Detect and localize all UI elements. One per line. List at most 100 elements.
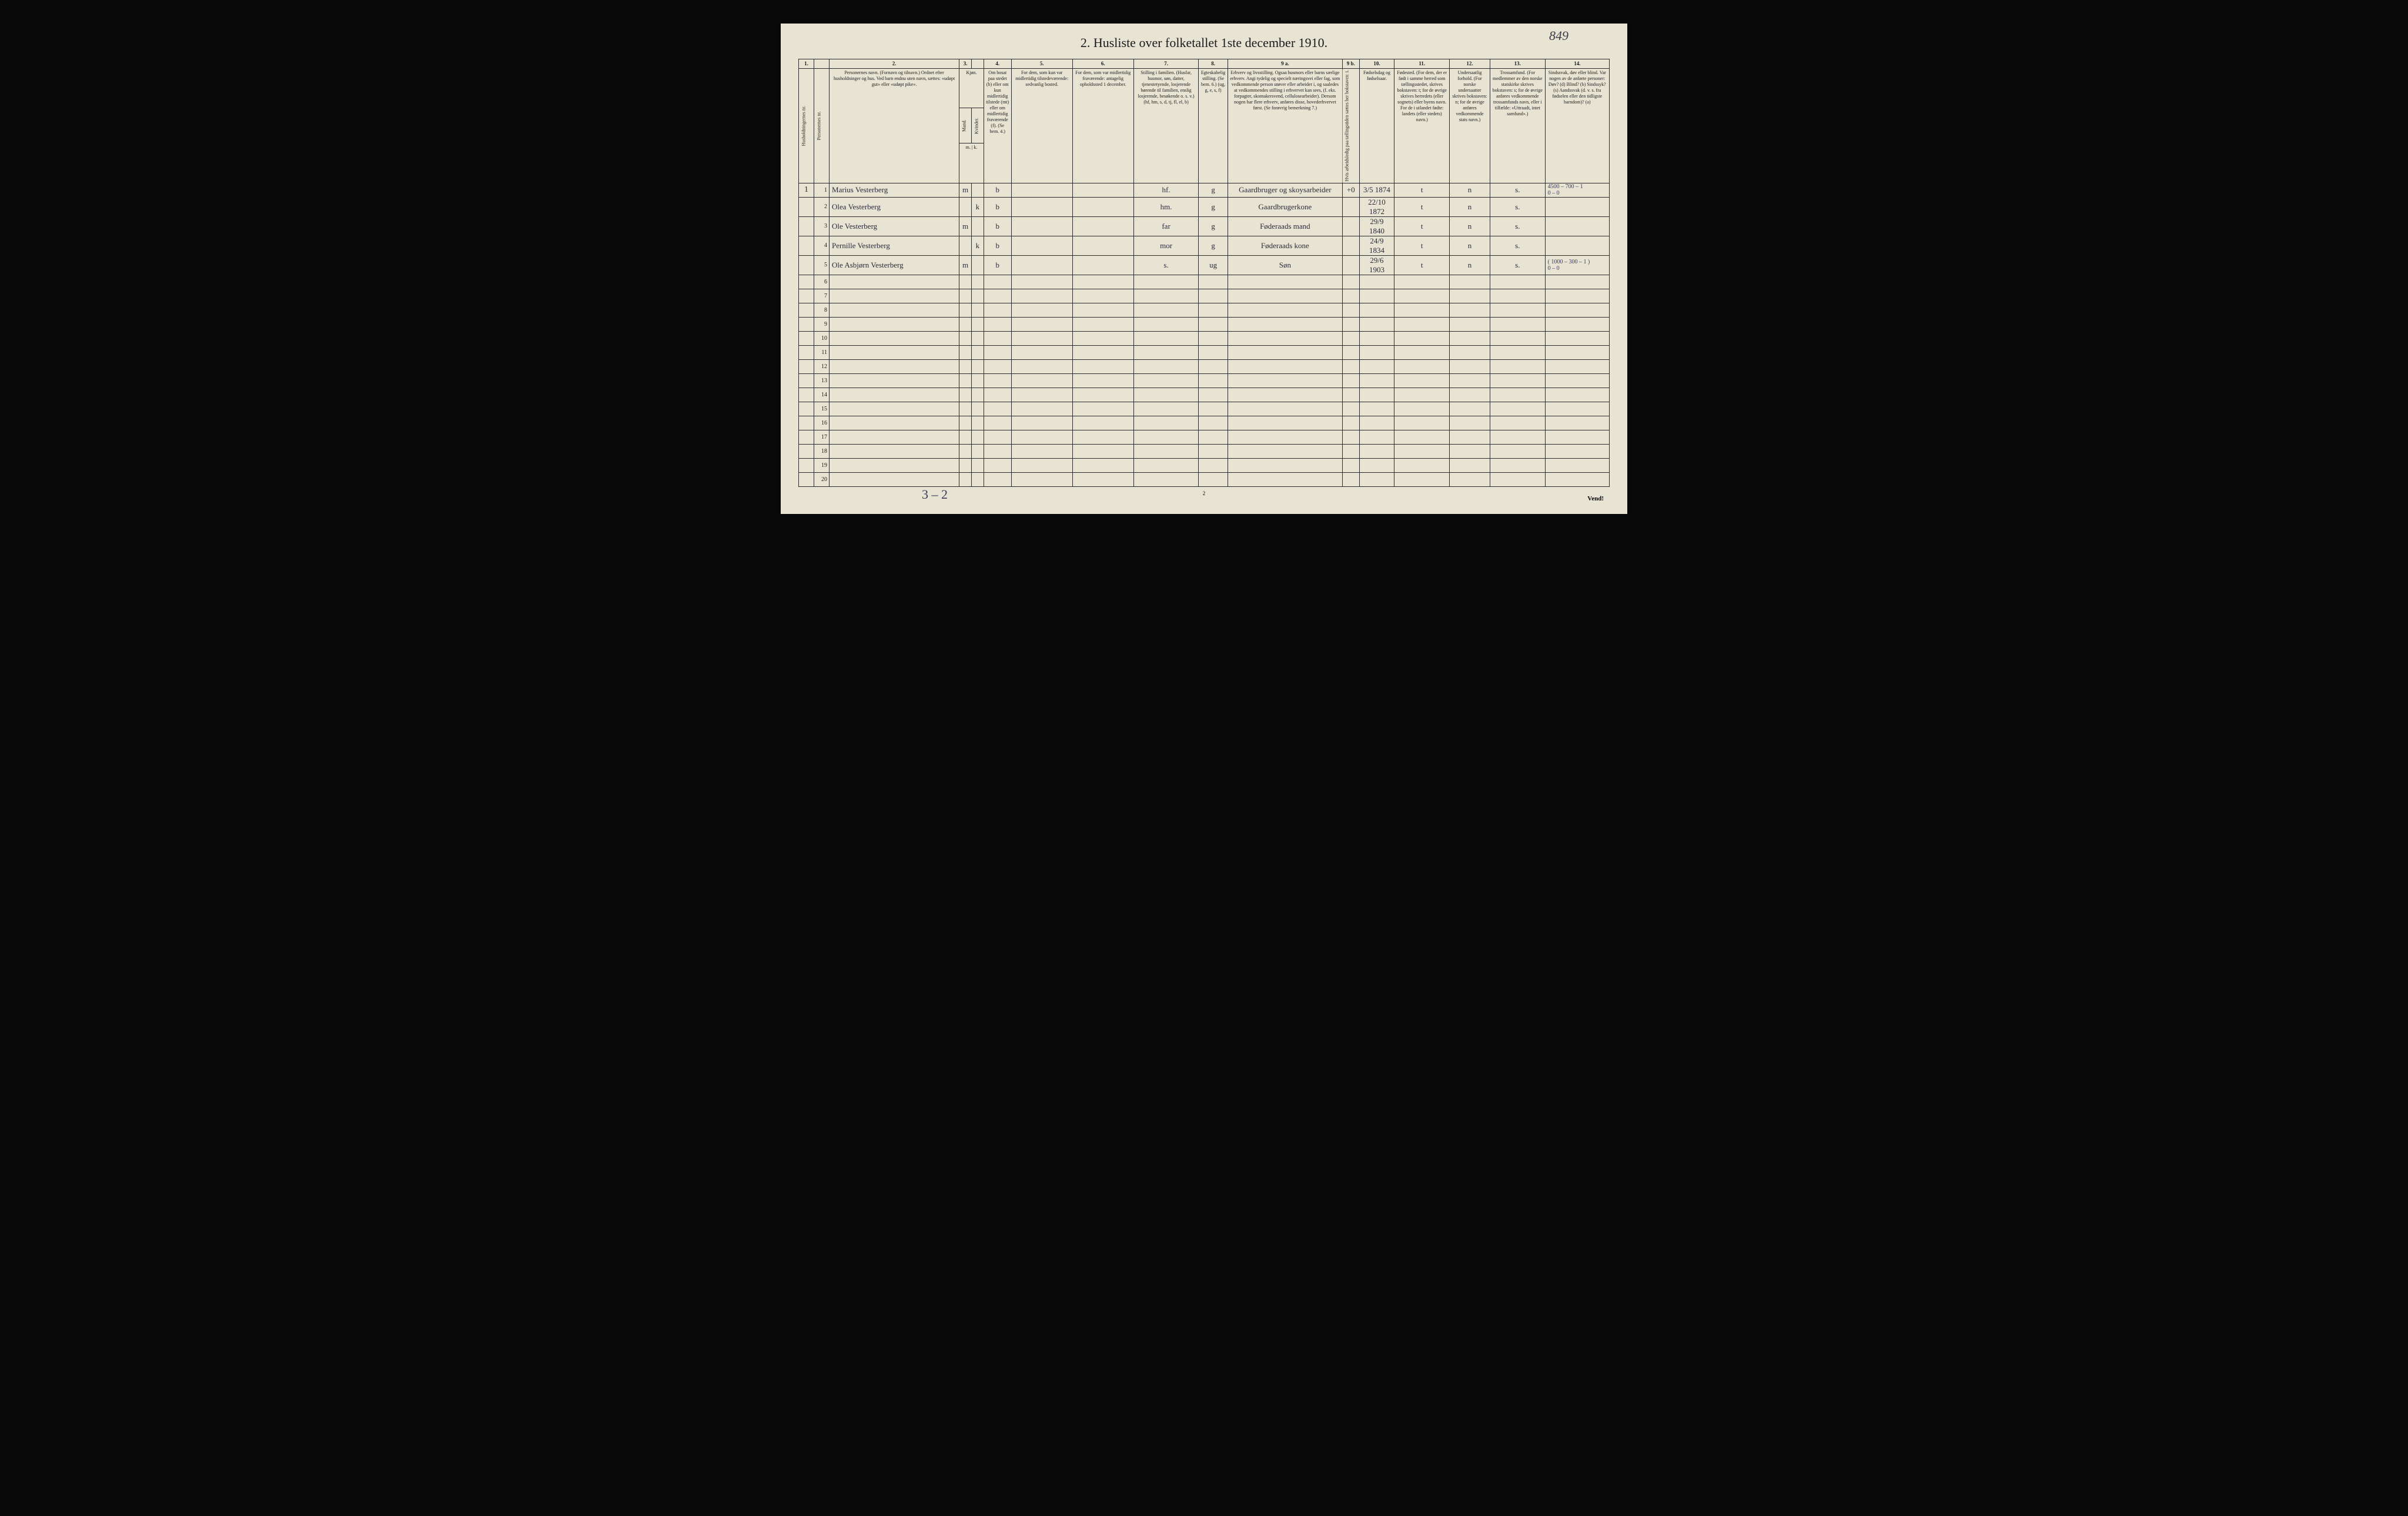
cell	[1199, 289, 1228, 303]
cell	[959, 345, 972, 359]
cell: t	[1394, 197, 1450, 216]
column-number: 10.	[1359, 59, 1394, 69]
page-title: 2. Husliste over folketallet 1ste decemb…	[798, 35, 1610, 51]
cell	[1011, 388, 1072, 402]
cell	[984, 458, 1011, 472]
cell: 22/10 1872	[1359, 197, 1394, 216]
cell	[1072, 317, 1133, 331]
col-marital: Egteskabelig stilling. (Se bem. 6.) (ug,…	[1199, 69, 1228, 183]
cell	[1450, 430, 1490, 444]
table-row: 18	[799, 444, 1610, 458]
col-unemployed: Hvis arbeidsledig paa tællingstiden sætt…	[1342, 69, 1359, 183]
cell	[959, 331, 972, 345]
cell	[1133, 345, 1199, 359]
table-row: 12	[799, 359, 1610, 373]
cell: m	[959, 216, 972, 236]
cell	[984, 430, 1011, 444]
cell	[1133, 458, 1199, 472]
cell: 14	[814, 388, 830, 402]
col-occupation: Erhverv og livsstilling. Ogsaa husmors e…	[1228, 69, 1342, 183]
cell	[1545, 275, 1609, 289]
cell: ug	[1199, 255, 1228, 275]
cell	[830, 430, 959, 444]
cell: hf.	[1133, 183, 1199, 197]
cell: Pernille Vesterberg	[830, 236, 959, 255]
col-disability: Sindssvak, døv eller blind. Var nogen av…	[1545, 69, 1609, 183]
cell	[1228, 458, 1342, 472]
cell	[972, 289, 984, 303]
col-temp-present: For dem, som kun var midlertidig tilsted…	[1011, 69, 1072, 183]
cell	[1011, 430, 1072, 444]
cell: s.	[1490, 197, 1545, 216]
cell	[1450, 444, 1490, 458]
cell	[959, 197, 972, 216]
cell: n	[1450, 183, 1490, 197]
cell	[830, 444, 959, 458]
cell	[1342, 373, 1359, 388]
table-row: 11Marius Vesterbergmbhf.gGaardbruger og …	[799, 183, 1610, 197]
table-row: 7	[799, 289, 1610, 303]
cell	[1228, 303, 1342, 317]
cell	[1011, 275, 1072, 289]
cell: ( 1000 – 300 – 1 )0 – 0	[1545, 255, 1609, 275]
cell	[1342, 331, 1359, 345]
cell	[1011, 472, 1072, 486]
cell: s.	[1490, 216, 1545, 236]
cell	[1072, 444, 1133, 458]
cell	[1199, 373, 1228, 388]
cell: 19	[814, 458, 830, 472]
cell: 18	[814, 444, 830, 458]
cell	[1072, 472, 1133, 486]
cell	[830, 373, 959, 388]
cell	[1228, 317, 1342, 331]
cell	[830, 331, 959, 345]
cell	[1359, 458, 1394, 472]
cell	[799, 289, 814, 303]
cell: mor	[1133, 236, 1199, 255]
cell	[1133, 444, 1199, 458]
cell	[830, 388, 959, 402]
cell	[1490, 373, 1545, 388]
cell	[972, 216, 984, 236]
cell	[1490, 472, 1545, 486]
cell	[1545, 472, 1609, 486]
cell	[1394, 275, 1450, 289]
cell	[1342, 472, 1359, 486]
cell	[959, 388, 972, 402]
cell	[1342, 275, 1359, 289]
cell	[830, 289, 959, 303]
column-number: 12.	[1450, 59, 1490, 69]
cell	[799, 197, 814, 216]
cell	[799, 359, 814, 373]
column-number: 9 a.	[1228, 59, 1342, 69]
cell: s.	[1490, 183, 1545, 197]
cell	[1072, 289, 1133, 303]
cell	[959, 416, 972, 430]
col-sex-mk: m. | k.	[959, 143, 984, 183]
cell	[972, 255, 984, 275]
column-number: 6.	[1072, 59, 1133, 69]
cell	[1450, 317, 1490, 331]
cell	[959, 303, 972, 317]
cell	[972, 402, 984, 416]
cell	[1011, 317, 1072, 331]
cell	[959, 289, 972, 303]
cell	[799, 345, 814, 359]
cell	[1133, 388, 1199, 402]
cell: b	[984, 216, 1011, 236]
cell	[1133, 430, 1199, 444]
cell	[1545, 236, 1609, 255]
cell	[1545, 303, 1609, 317]
cell: 4	[814, 236, 830, 255]
cell: 3/5 1874	[1359, 183, 1394, 197]
cell: s.	[1490, 255, 1545, 275]
table-row: 17	[799, 430, 1610, 444]
census-table: 1.2.3.4.5.6.7.8.9 a.9 b.10.11.12.13.14. …	[798, 59, 1610, 487]
cell	[984, 303, 1011, 317]
cell: 5	[814, 255, 830, 275]
cell: Marius Vesterberg	[830, 183, 959, 197]
cell	[1545, 388, 1609, 402]
cell	[1490, 416, 1545, 430]
cell	[799, 255, 814, 275]
cell	[1450, 289, 1490, 303]
